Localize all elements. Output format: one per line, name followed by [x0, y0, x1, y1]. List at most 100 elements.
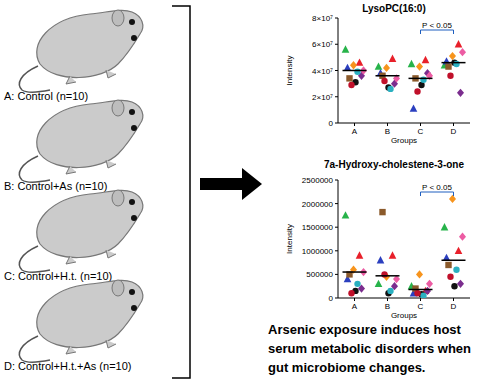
data-point	[348, 290, 354, 296]
group-label: A: Control (n=10)	[4, 90, 88, 102]
y-tick-label: 2000000	[302, 200, 334, 209]
data-point	[414, 88, 420, 94]
mean-line	[442, 62, 466, 64]
y-tick	[335, 123, 338, 124]
group-label: C: Control+H.t. (n=10)	[4, 270, 112, 282]
canvas: A: Control (n=10)B: Control+As (n=10)C: …	[0, 0, 500, 381]
plot-marks	[342, 40, 466, 112]
data-point	[410, 104, 418, 111]
x-tick-label: D	[451, 302, 457, 311]
data-point	[457, 89, 464, 97]
mouse-foot	[66, 256, 76, 264]
chart-title: LysoPC(16:0)	[362, 3, 426, 14]
mouse-ear	[112, 100, 124, 116]
data-point	[449, 195, 456, 203]
mouse-body	[37, 100, 143, 167]
x-tick-label: B	[385, 302, 390, 311]
data-point	[445, 63, 451, 69]
data-point	[387, 86, 393, 92]
chart: LysoPC(16:0)02×10⁷4×10⁷6×10⁷8×10⁷ABCDGro…	[285, 3, 470, 145]
mouse-foot	[66, 346, 76, 354]
y-tick	[335, 274, 338, 275]
y-tick	[335, 96, 338, 97]
y-tick-label: 1500000	[302, 223, 334, 232]
data-point	[416, 62, 423, 70]
data-point	[455, 40, 463, 47]
caption-line: Arsenic exposure induces host	[268, 322, 462, 337]
data-point	[459, 232, 466, 240]
data-point	[383, 64, 390, 72]
data-point	[414, 290, 420, 296]
y-tick-label: 1000000	[302, 247, 334, 256]
data-point	[445, 262, 451, 268]
x-tick	[420, 123, 421, 126]
x-tick-label: A	[352, 302, 358, 311]
data-point	[416, 270, 423, 278]
data-point	[426, 280, 433, 288]
arrow	[200, 168, 262, 200]
data-point	[342, 45, 350, 52]
y-tick-label: 0	[329, 294, 334, 303]
mouse-foot	[66, 76, 76, 84]
data-point	[375, 62, 383, 69]
mean-line	[376, 275, 400, 277]
mean-line	[343, 271, 367, 273]
x-tick	[453, 123, 454, 126]
mouse-ear	[112, 190, 124, 206]
x-tick-label: C	[418, 302, 424, 311]
group-label: D: Control+H.t.+As (n=10)	[4, 360, 131, 372]
y-tick-label: 4×10⁷	[312, 67, 333, 76]
mouse-eye	[131, 305, 137, 311]
data-point	[449, 52, 456, 60]
x-axis	[338, 123, 470, 124]
y-tick	[335, 250, 338, 251]
mouse-foot	[106, 70, 116, 78]
mouse-foot	[106, 340, 116, 348]
mouse-tail	[19, 66, 50, 92]
data-point	[348, 82, 354, 88]
data-point	[408, 60, 416, 67]
x-tick	[354, 298, 355, 301]
data-point	[420, 76, 426, 82]
chart-title: 7a-Hydroxy-cholestene-3-one	[324, 159, 464, 170]
x-tick	[453, 298, 454, 301]
x-tick-label: C	[418, 127, 424, 136]
data-point	[451, 283, 457, 289]
annotation: P < 0.05	[422, 21, 452, 30]
x-tick	[387, 123, 388, 126]
data-point	[346, 75, 352, 81]
mouse-eye	[129, 19, 135, 25]
x-tick	[354, 123, 355, 126]
mouse-foot	[66, 166, 76, 174]
y-tick	[335, 203, 338, 204]
mouse-eye	[131, 35, 137, 41]
y-tick-label: 8×10⁷	[312, 14, 333, 23]
y-tick	[335, 180, 338, 181]
data-point	[354, 281, 360, 287]
data-point	[455, 247, 463, 254]
data-point	[379, 209, 385, 215]
y-axis-label: Intensity	[285, 224, 294, 254]
mouse-ear	[112, 10, 124, 26]
mouse-eye	[129, 289, 135, 295]
x-axis	[338, 298, 470, 299]
significance-bracket	[421, 192, 454, 196]
x-axis-label: Groups	[391, 311, 417, 320]
data-point	[342, 211, 350, 218]
data-point	[420, 292, 426, 298]
x-tick-label: B	[385, 127, 390, 136]
mouse-tail	[19, 246, 50, 272]
data-point	[381, 271, 387, 277]
mouse-ear	[112, 280, 124, 296]
data-point	[453, 61, 459, 67]
mouse-body	[37, 280, 143, 347]
y-tick-label: 2×10⁷	[312, 93, 333, 102]
y-axis-label: Intensity	[285, 56, 294, 86]
data-point	[447, 274, 453, 280]
data-point	[441, 223, 449, 230]
x-tick	[420, 298, 421, 301]
data-point	[387, 288, 393, 294]
y-tick-label: 0	[329, 119, 334, 128]
y-tick	[335, 70, 338, 71]
y-axis	[338, 180, 339, 298]
